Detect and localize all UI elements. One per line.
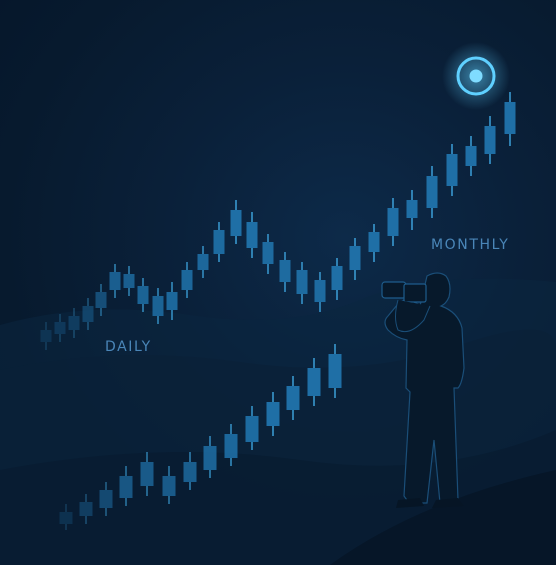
candle <box>99 482 113 516</box>
candle <box>59 504 73 530</box>
candle <box>307 358 321 406</box>
candle <box>279 252 291 292</box>
candle <box>54 314 66 342</box>
candle <box>224 424 238 466</box>
candle <box>137 278 149 312</box>
candle <box>68 308 80 338</box>
candle <box>446 144 458 196</box>
candle <box>79 494 93 524</box>
candle <box>266 392 280 436</box>
candle <box>296 262 308 304</box>
candle <box>246 212 258 258</box>
candle <box>262 234 274 274</box>
candle <box>245 406 259 450</box>
candle <box>504 92 516 146</box>
candle <box>123 266 135 296</box>
candle <box>181 262 193 298</box>
candle <box>95 284 107 316</box>
monthly-label: MONTHLY <box>431 237 510 253</box>
candle <box>109 264 121 298</box>
candle <box>387 198 399 246</box>
candle <box>166 282 178 320</box>
candle <box>203 436 217 478</box>
candle <box>286 376 300 420</box>
candle <box>213 222 225 262</box>
daily-label: DAILY <box>105 339 152 355</box>
candle <box>183 452 197 490</box>
candle <box>152 288 164 324</box>
candle <box>328 344 342 398</box>
candle <box>40 322 52 350</box>
candle <box>230 200 242 244</box>
candle <box>314 272 326 312</box>
candle <box>197 246 209 278</box>
candle <box>82 298 94 330</box>
candle <box>349 238 361 280</box>
candle <box>162 466 176 504</box>
candle <box>426 166 438 218</box>
candle <box>484 116 496 164</box>
candle <box>331 258 343 300</box>
candle <box>119 466 133 506</box>
candle <box>368 224 380 262</box>
candle <box>465 136 477 176</box>
candle <box>406 190 418 230</box>
candle <box>140 452 154 496</box>
